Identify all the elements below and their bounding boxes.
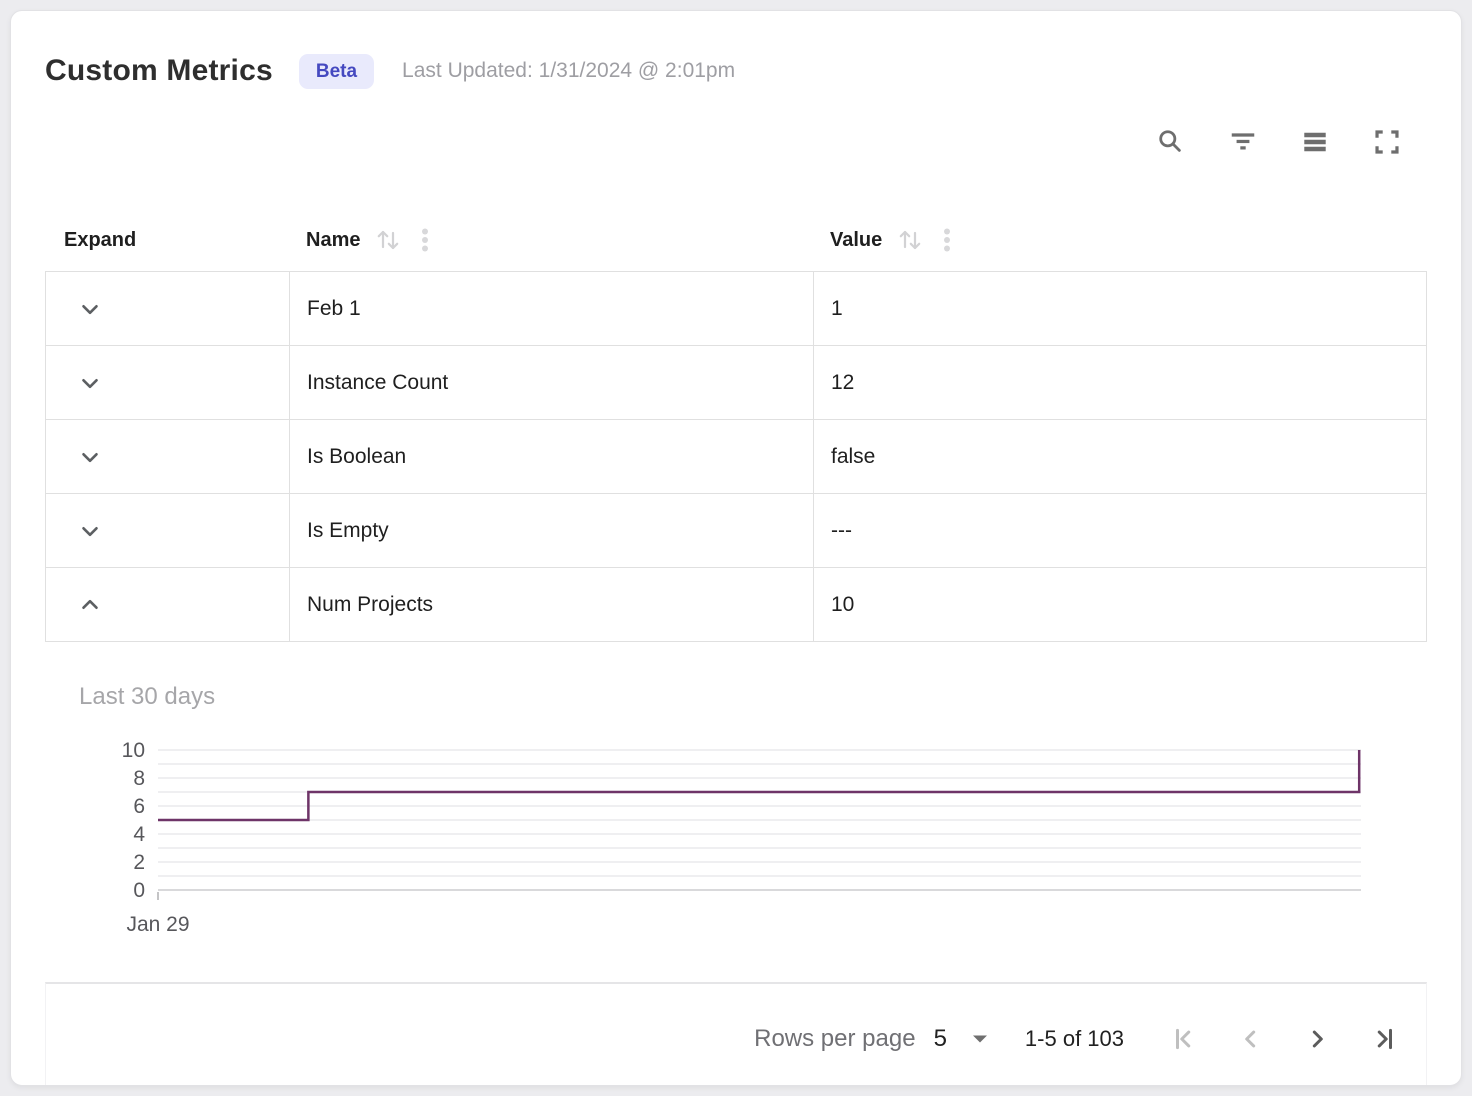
chevron-down-icon xyxy=(82,526,98,536)
previous-page-button[interactable] xyxy=(1236,1024,1266,1054)
metric-name: Instance Count xyxy=(289,346,813,419)
grid-toolbar xyxy=(45,123,1427,161)
custom-metrics-card: Custom Metrics Beta Last Updated: 1/31/2… xyxy=(10,10,1462,1086)
caret-down-icon xyxy=(972,1035,987,1043)
density-icon xyxy=(1304,132,1326,152)
sort-icon[interactable] xyxy=(896,226,924,254)
expand-button[interactable] xyxy=(72,513,108,549)
metric-name: Num Projects xyxy=(289,568,813,641)
filter-button[interactable] xyxy=(1227,126,1259,158)
filter-icon xyxy=(1231,133,1255,150)
rows-per-page-select[interactable]: 5 xyxy=(934,1025,987,1053)
chart-title: Last 30 days xyxy=(79,683,216,710)
metric-value: 12 xyxy=(813,346,1426,419)
fullscreen-button[interactable] xyxy=(1371,126,1403,158)
metric-name: Feb 1 xyxy=(289,272,813,345)
metric-value: 1 xyxy=(813,272,1426,345)
y-axis-tick-label: 0 xyxy=(133,879,145,902)
y-axis-tick-label: 10 xyxy=(122,739,145,762)
metric-name: Is Empty xyxy=(289,494,813,567)
column-menu-icon[interactable] xyxy=(942,226,952,254)
column-header-name[interactable]: Name xyxy=(289,226,813,254)
density-button[interactable] xyxy=(1299,126,1331,158)
expand-button[interactable] xyxy=(72,365,108,401)
metric-name: Is Boolean xyxy=(289,420,813,493)
table-body: Feb 1 1 Instance Count 12 Is Boole xyxy=(45,271,1427,642)
card-header: Custom Metrics Beta Last Updated: 1/31/2… xyxy=(45,11,1427,93)
pagination-nav xyxy=(1170,1024,1398,1054)
table-row: Feb 1 1 xyxy=(46,272,1426,346)
y-axis-tick-label: 6 xyxy=(133,795,145,818)
metric-value: 10 xyxy=(813,568,1426,641)
expand-button[interactable] xyxy=(72,291,108,327)
fullscreen-icon xyxy=(1375,130,1399,154)
page-title: Custom Metrics xyxy=(45,54,273,87)
next-page-button[interactable] xyxy=(1302,1024,1332,1054)
table-row: Is Boolean false xyxy=(46,420,1426,494)
chevron-up-icon xyxy=(82,599,98,609)
num-projects-trend-chart: 0 2 4 6 8 10 Jan 29 xyxy=(45,738,1427,948)
chevron-down-icon xyxy=(82,452,98,462)
column-menu-icon[interactable] xyxy=(420,226,430,254)
y-axis-tick-label: 8 xyxy=(133,767,145,790)
chevron-left-icon xyxy=(1245,1030,1256,1048)
page-range-label: 1-5 of 103 xyxy=(1024,1026,1124,1051)
expanded-row-detail: Last 30 days 0 2 4 6 8 10 Jan 29 xyxy=(45,682,1427,948)
column-header-expand: Expand xyxy=(64,228,137,251)
series-line xyxy=(158,750,1361,822)
table-row: Num Projects 10 xyxy=(46,568,1426,642)
rows-per-page-label: Rows per page xyxy=(754,1025,916,1052)
last-updated-text: Last Updated: 1/31/2024 @ 2:01pm xyxy=(402,59,736,82)
column-header-value[interactable]: Value xyxy=(813,226,1427,254)
search-button[interactable] xyxy=(1155,126,1187,158)
y-axis-tick-label: 2 xyxy=(133,851,145,874)
table-row: Instance Count 12 xyxy=(46,346,1426,420)
y-axis-tick-label: 4 xyxy=(133,823,145,846)
metric-value: --- xyxy=(813,494,1426,567)
table-row: Is Empty --- xyxy=(46,494,1426,568)
first-page-button[interactable] xyxy=(1170,1024,1200,1054)
pagination-footer: Rows per page 5 1-5 of 103 xyxy=(45,982,1427,1085)
sort-icon[interactable] xyxy=(374,226,402,254)
beta-badge: Beta xyxy=(298,53,375,89)
chevron-right-icon xyxy=(1312,1030,1323,1048)
expand-button[interactable] xyxy=(72,439,108,475)
search-icon xyxy=(1159,130,1181,152)
chevron-down-icon xyxy=(82,304,98,314)
last-page-icon xyxy=(1377,1028,1392,1050)
first-page-icon xyxy=(1176,1028,1191,1050)
chart-svg: 0 2 4 6 8 10 Jan 29 xyxy=(122,739,1361,936)
x-axis-tick-label: Jan 29 xyxy=(126,913,189,936)
rows-per-page-value: 5 xyxy=(933,1025,947,1052)
last-page-button[interactable] xyxy=(1368,1024,1398,1054)
collapse-button[interactable] xyxy=(72,587,108,623)
metric-value: false xyxy=(813,420,1426,493)
chevron-down-icon xyxy=(82,378,98,388)
metrics-table: Expand Name Value xyxy=(45,209,1427,948)
table-header-row: Expand Name Value xyxy=(45,209,1427,271)
